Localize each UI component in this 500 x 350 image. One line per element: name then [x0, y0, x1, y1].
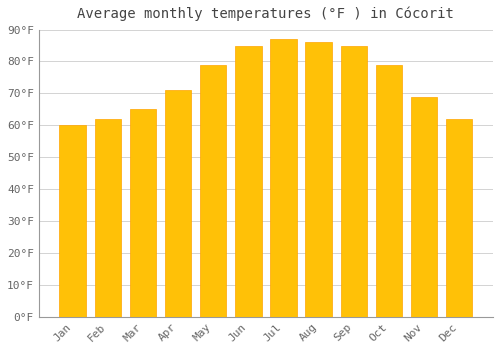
Bar [60, 125, 86, 317]
Bar [306, 42, 332, 317]
Bar [130, 109, 156, 317]
Bar [235, 46, 262, 317]
Bar [270, 39, 296, 317]
Bar [411, 97, 438, 317]
Title: Average monthly temperatures (°F ) in Cócorit: Average monthly temperatures (°F ) in Có… [78, 7, 454, 21]
Bar [200, 65, 226, 317]
Bar [376, 65, 402, 317]
Bar [340, 46, 367, 317]
Bar [446, 119, 472, 317]
Bar [94, 119, 121, 317]
Bar [165, 90, 191, 317]
